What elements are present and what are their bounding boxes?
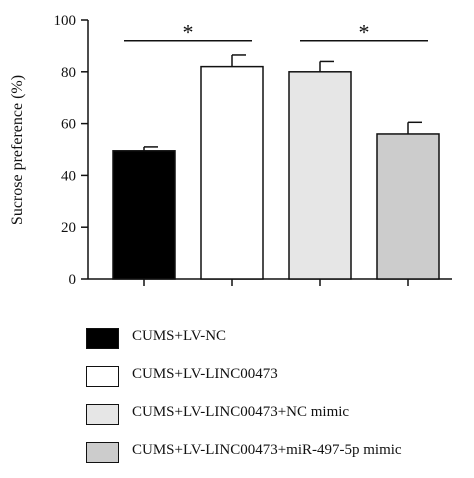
y-tick-label: 40	[61, 168, 76, 184]
y-tick-label: 100	[54, 13, 77, 29]
legend-label: CUMS+LV-NC	[132, 328, 227, 344]
bar-3	[288, 71, 352, 280]
significance-markers: * *	[124, 20, 428, 45]
bar-4	[376, 133, 440, 280]
bars	[112, 65, 440, 280]
legend-label: CUMS+LV-LINC00473	[132, 366, 278, 382]
y-axis-title: Sucrose preference (%)	[9, 75, 26, 225]
legend-label: CUMS+LV-LINC00473+NC mimic	[132, 404, 350, 420]
y-tick-label: 60	[61, 117, 76, 133]
y-tick-label: 20	[61, 220, 76, 236]
bar-1	[112, 150, 176, 280]
error-bars	[143, 54, 422, 151]
legend-swatch	[86, 328, 119, 349]
significance-star: *	[359, 20, 370, 45]
legend-swatch	[86, 366, 119, 387]
legend-label: CUMS+LV-LINC00473+miR-497-5p mimic	[132, 442, 402, 458]
legend-swatch	[86, 442, 119, 463]
y-tick-label: 0	[69, 272, 77, 288]
x-axis	[88, 278, 452, 286]
legend-swatch	[86, 404, 119, 425]
y-tick-label: 80	[61, 65, 76, 81]
y-axis: 0 20 40 60 80 100	[54, 13, 89, 288]
significance-star: *	[183, 20, 194, 45]
bar-2	[200, 65, 264, 280]
